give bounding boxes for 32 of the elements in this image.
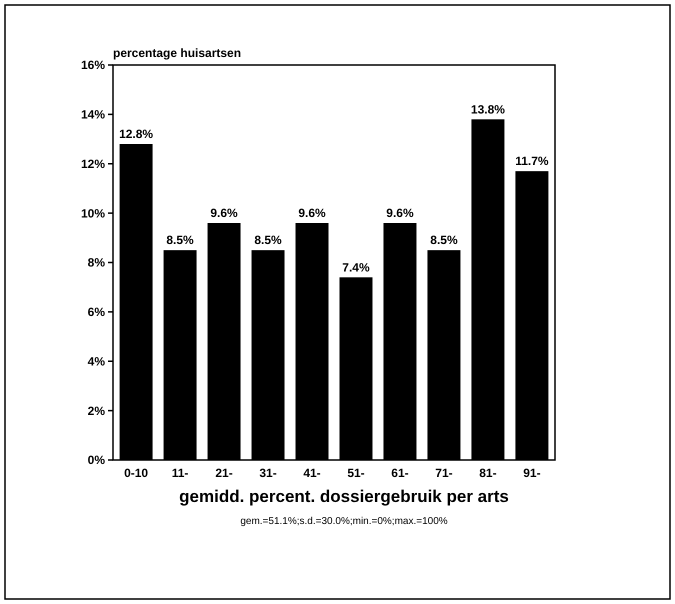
- data-label: 9.6%: [386, 206, 414, 220]
- x-axis-title: gemidd. percent. dossiergebruik per arts: [179, 487, 509, 506]
- data-label: 12.8%: [119, 127, 154, 141]
- x-tick-label: 11-: [172, 466, 188, 480]
- data-label: 11.7%: [515, 154, 549, 168]
- text: gem.=51.1%;s.d.=30.0%;min.=0%;max.=100%: [240, 516, 448, 527]
- data-label: 8.5%: [254, 233, 282, 248]
- data-label: 13.8%: [470, 102, 506, 116]
- y-tick-label: 0%: [88, 453, 106, 468]
- data-label: 9.6%: [210, 206, 238, 220]
- data-label: 7.4%: [342, 260, 370, 274]
- y-tick-label: 4%: [88, 354, 106, 368]
- x-tick-label: 71-: [435, 466, 453, 480]
- x-tick-label: 0-10: [124, 466, 148, 480]
- y-tick-label: 6%: [88, 305, 106, 320]
- x-tick-label: 81-: [479, 466, 497, 480]
- data-label: 9.6%: [298, 206, 326, 220]
- y-tick-label: 10%: [80, 206, 106, 220]
- data-label: 8.5%: [430, 233, 458, 248]
- y-tick-label: 16%: [80, 58, 106, 72]
- x-tick-label: 51-: [347, 466, 365, 480]
- x-tick-label: 61-: [391, 466, 409, 480]
- x-tick-label: 91-: [523, 466, 541, 480]
- data-label: 8.5%: [166, 233, 194, 248]
- x-tick-label: 41-: [303, 466, 321, 480]
- y-tick-label: 2%: [88, 404, 106, 418]
- y-axis-title: percentage huisartsen: [113, 46, 242, 60]
- y-tick-label: 14%: [80, 108, 106, 122]
- y-tick-label: 8%: [88, 256, 106, 270]
- x-tick-label: 31-: [259, 466, 277, 480]
- y-tick-label: 12%: [80, 156, 106, 171]
- x-tick-label: 21-: [215, 466, 233, 480]
